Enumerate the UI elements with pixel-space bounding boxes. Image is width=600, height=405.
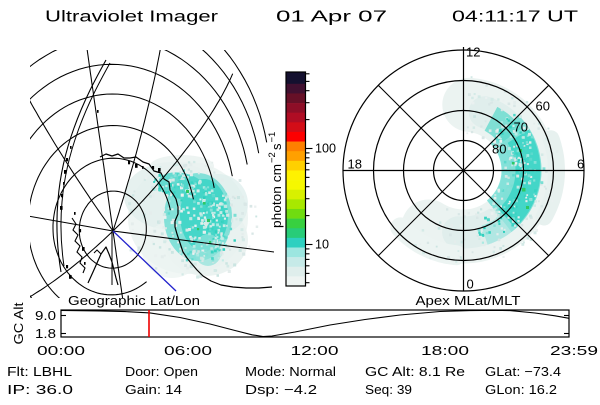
svg-text:GC Alt: GC Alt: [11, 302, 26, 344]
svg-text:10: 10: [315, 238, 329, 252]
svg-text:0: 0: [467, 277, 474, 292]
svg-text:1.8: 1.8: [35, 326, 56, 341]
svg-text:06:00: 06:00: [164, 343, 212, 358]
svg-text:Door: Open: Door: Open: [125, 364, 198, 379]
svg-text:IP: 36.0: IP: 36.0: [7, 382, 73, 397]
svg-text:Ultraviolet Imager: Ultraviolet Imager: [45, 9, 218, 26]
svg-text:Seq: 39: Seq: 39: [365, 382, 412, 397]
svg-text:80: 80: [492, 142, 506, 157]
svg-text:60: 60: [536, 99, 550, 114]
svg-text:Flt: LBHL: Flt: LBHL: [7, 364, 72, 379]
svg-text:Mode: Normal: Mode: Normal: [245, 364, 336, 379]
svg-text:00:00: 00:00: [37, 343, 85, 358]
svg-text:GLat: −73.4: GLat: −73.4: [485, 364, 561, 379]
svg-text:−2: −2: [267, 152, 278, 163]
svg-text:−1: −1: [267, 132, 278, 143]
svg-text:70: 70: [514, 120, 528, 135]
svg-text:18:00: 18:00: [421, 343, 469, 358]
svg-text:GLon: 16.2: GLon: 16.2: [485, 382, 557, 397]
svg-text:GC Alt: 8.1 Re: GC Alt: 8.1 Re: [365, 364, 465, 379]
svg-text:12: 12: [466, 45, 480, 60]
svg-text:04:11:17 UT: 04:11:17 UT: [452, 9, 579, 26]
svg-text:12:00: 12:00: [291, 343, 339, 358]
svg-text:9.0: 9.0: [35, 308, 56, 323]
svg-text:s: s: [269, 143, 284, 150]
svg-text:Dsp: −4.2: Dsp: −4.2: [245, 382, 317, 397]
svg-text:photon cm: photon cm: [269, 164, 284, 228]
svg-text:6: 6: [577, 157, 584, 172]
svg-text:18: 18: [348, 157, 362, 172]
svg-text:Geographic Lat/Lon: Geographic Lat/Lon: [68, 293, 200, 308]
svg-text:01 Apr 07: 01 Apr 07: [276, 9, 387, 26]
svg-text:Apex MLat/MLT: Apex MLat/MLT: [416, 293, 521, 308]
svg-text:100: 100: [315, 142, 336, 156]
svg-text:Gain: 14: Gain: 14: [125, 382, 182, 397]
svg-text:23:59: 23:59: [550, 343, 598, 358]
